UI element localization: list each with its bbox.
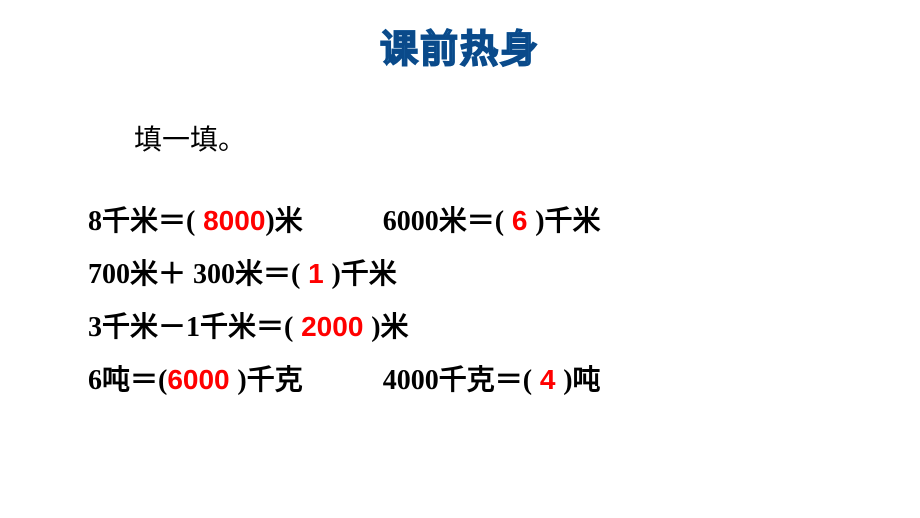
line3-part1a: 3千米－1千米＝( — [88, 312, 293, 343]
line2-part1a: 700米＋ 300米＝( — [88, 259, 300, 290]
line-3: 3千米－1千米＝( 2000 )米 — [88, 301, 601, 354]
line1-part1a: 8千米＝( — [88, 206, 195, 237]
page-title: 课前热身 — [380, 18, 540, 73]
title-text: 课前热身 — [380, 18, 540, 73]
line-1: 8千米＝( 8000)米 6000米＝( 6 )千米 — [88, 195, 601, 248]
line4-answer2: 4 — [532, 364, 563, 395]
line4-answer1: 6000 — [167, 364, 237, 395]
line4-part2b: )吨 — [563, 365, 600, 396]
line4-part1b: )千克 — [237, 365, 302, 396]
line1-part2a: 6000米＝( — [383, 206, 504, 237]
line1-answer2: 6 — [504, 205, 535, 236]
line-4: 6吨＝(6000 )千克 4000千克＝( 4 )吨 — [88, 354, 601, 407]
line3-answer1: 2000 — [293, 311, 371, 342]
line3-part1b: )米 — [371, 312, 408, 343]
line2-answer1: 1 — [300, 258, 331, 289]
line1-part2b: )千米 — [535, 206, 600, 237]
line4-part2a: 4000千克＝( — [383, 365, 532, 396]
line-2: 700米＋ 300米＝( 1 )千米 — [88, 248, 601, 301]
line1-part1b: )米 — [265, 206, 302, 237]
line4-part1a: 6吨＝( — [88, 365, 167, 396]
subtitle: 填一填。 — [134, 118, 246, 158]
line2-part1b: )千米 — [331, 259, 396, 290]
content-block: 8千米＝( 8000)米6000米＝( 6 )千米 700米＋ 300米＝( 1… — [88, 195, 601, 407]
line1-answer1: 8000 — [195, 205, 265, 236]
